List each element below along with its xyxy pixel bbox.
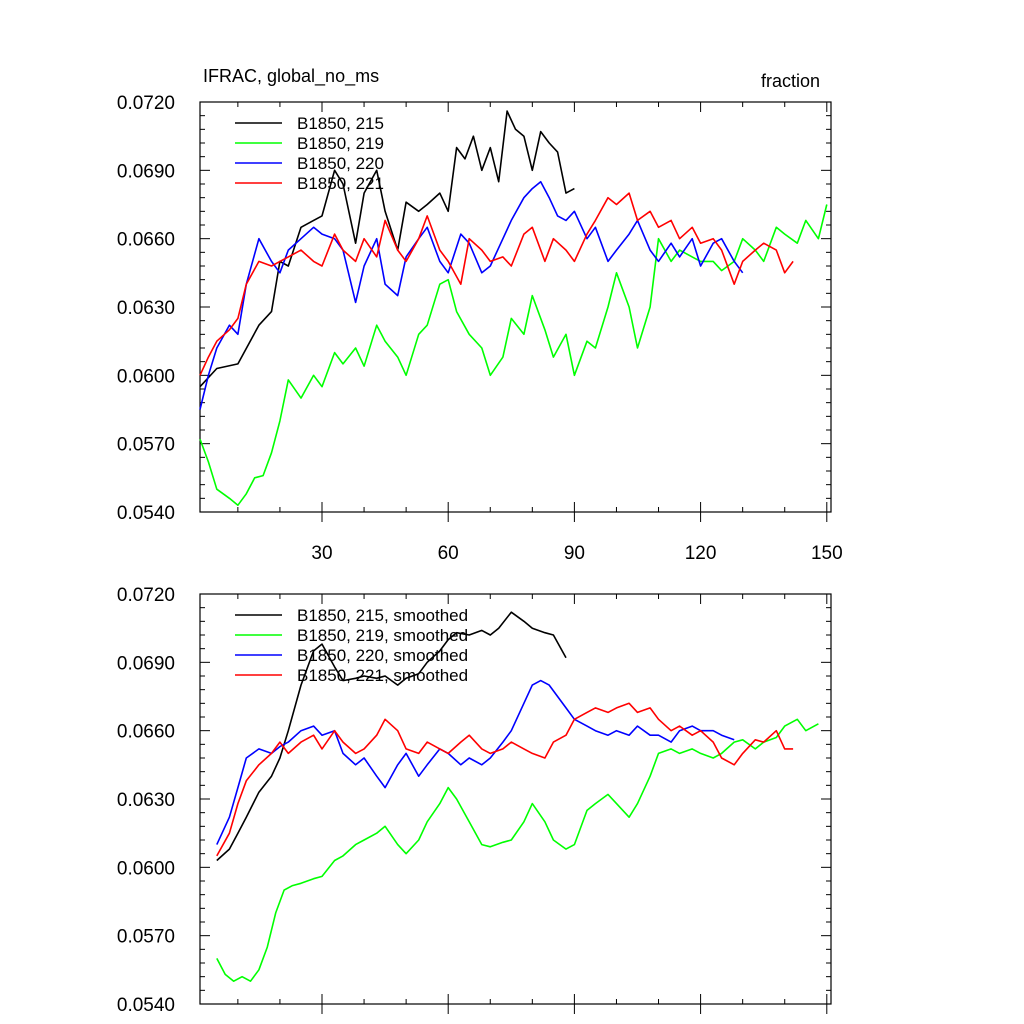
y-tick-label: 0.0540 bbox=[117, 995, 175, 1016]
x-tick-label: 60 bbox=[438, 543, 459, 564]
legend-label: B1850, 220 bbox=[297, 154, 384, 173]
legend-label: B1850, 215 bbox=[297, 114, 384, 133]
series-line-0 bbox=[199, 110, 575, 388]
series-line-1 bbox=[216, 718, 819, 983]
panel-title: IFRAC, global_no_ms bbox=[203, 66, 379, 87]
y-tick-label: 0.0600 bbox=[117, 366, 175, 387]
y-tick-label: 0.0660 bbox=[117, 722, 175, 743]
y-tick-label: 0.0630 bbox=[117, 790, 175, 811]
series-line-1 bbox=[199, 204, 828, 507]
plot-frame bbox=[199, 101, 832, 513]
legend-label: B1850, 219, smoothed bbox=[297, 626, 468, 645]
y-tick-label: 0.0720 bbox=[117, 93, 175, 114]
units-label: fraction bbox=[761, 71, 820, 91]
top-panel: IFRAC, global_no_ms fraction 0.0540 0.057… bbox=[117, 66, 843, 564]
bottom-panel: 0.0540 0.0570 0.0600 0.0630 0.0660 0.0690 0.07… bbox=[117, 585, 832, 1016]
series-line-3 bbox=[199, 192, 794, 376]
y-tick-label: 0.0540 bbox=[117, 503, 175, 524]
legend-label: B1850, 221, smoothed bbox=[297, 666, 468, 685]
y-tick-label: 0.0690 bbox=[117, 653, 175, 674]
y-tick-label: 0.0690 bbox=[117, 161, 175, 182]
x-tick-label: 30 bbox=[311, 543, 332, 564]
series-line-0 bbox=[216, 611, 567, 862]
x-tick-label: 90 bbox=[564, 543, 585, 564]
y-tick-label: 0.0570 bbox=[117, 927, 175, 948]
legend-label: B1850, 221 bbox=[297, 174, 384, 193]
legend-label: B1850, 215, smoothed bbox=[297, 606, 468, 625]
y-tick-label: 0.0630 bbox=[117, 298, 175, 319]
series-line-2 bbox=[199, 180, 744, 410]
legend-label: B1850, 220, smoothed bbox=[297, 646, 468, 665]
y-tick-label: 0.0570 bbox=[117, 435, 175, 456]
plot-frame bbox=[199, 593, 832, 1005]
x-tick-label: 120 bbox=[685, 543, 717, 564]
y-tick-label: 0.0600 bbox=[117, 858, 175, 879]
series-line-3 bbox=[216, 702, 794, 857]
y-tick-label: 0.0720 bbox=[117, 585, 175, 606]
series-line-2 bbox=[216, 679, 735, 845]
y-tick-label: 0.0660 bbox=[117, 230, 175, 251]
legend-label: B1850, 219 bbox=[297, 134, 384, 153]
x-tick-label: 150 bbox=[811, 543, 843, 564]
